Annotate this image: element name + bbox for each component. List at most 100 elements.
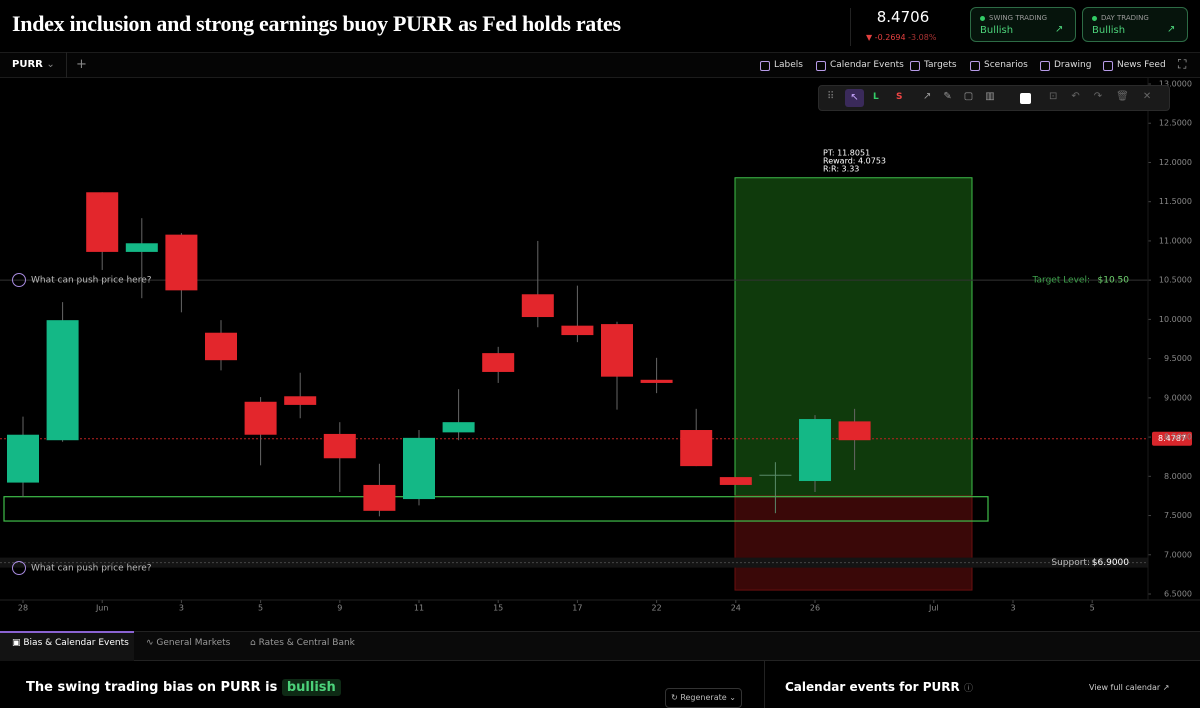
- tab[interactable]: ∿ General Markets: [146, 638, 231, 648]
- tools[interactable]: ↗✎▢▥: [923, 91, 1007, 102]
- x-tick-label: 11: [414, 604, 424, 613]
- candle-body: [86, 192, 119, 252]
- price: 8.4706: [876, 8, 930, 26]
- toolbar-button[interactable]: Calendar Events: [812, 54, 904, 76]
- calendar-link-text: View full calendar: [1089, 683, 1161, 692]
- x-tick-label: 3: [1010, 604, 1015, 613]
- annotation: PT: 11.8051: [823, 149, 870, 158]
- candle-body: [442, 422, 475, 433]
- candle-body: [838, 421, 871, 441]
- regenerate-button[interactable]: ↻ Regenerate ⌄: [665, 688, 742, 708]
- level-value: $10.50: [1098, 276, 1130, 286]
- x-tick-label: 5: [1090, 604, 1095, 613]
- dot: [980, 16, 985, 21]
- dot: [1092, 16, 1097, 21]
- level-name: Target Level:: [1032, 276, 1091, 286]
- y-tick-label: 7.5000: [1164, 511, 1192, 520]
- prompt-text: What can push price here?: [31, 275, 152, 286]
- x-tick-label: 22: [652, 604, 662, 613]
- x-tick-label: 24: [731, 604, 741, 613]
- x-tick-label: Jul: [928, 604, 939, 613]
- day-card[interactable]: DAY TRADING Bullish ↗: [1082, 7, 1188, 42]
- tab-bar: [0, 631, 1200, 661]
- divider: [850, 8, 851, 46]
- calendar-link[interactable]: View full calendar ↗: [1089, 683, 1170, 692]
- color-tool[interactable]: [1020, 93, 1031, 104]
- trend-icon: ↗: [1055, 24, 1064, 35]
- tab-text: Bias & Calendar Events: [23, 638, 129, 648]
- level-value: $6.9000: [1092, 558, 1129, 568]
- price-tag-text: 8.4787: [1158, 434, 1186, 443]
- candle-body: [482, 353, 515, 372]
- candle-body: [680, 430, 713, 467]
- toolbar-button[interactable]: News Feed: [1099, 54, 1166, 76]
- card-label: SWING TRADING: [989, 14, 1048, 22]
- long-tool[interactable]: L: [873, 92, 879, 102]
- y-tick-label: 10.5000: [1159, 276, 1192, 285]
- calendar-title-text: Calendar events for PURR: [785, 680, 960, 694]
- actions[interactable]: ⊡↶↷🗑✕: [1049, 91, 1166, 102]
- y-tick-label: 12.5000: [1159, 119, 1192, 128]
- candle-body: [46, 320, 79, 441]
- candle-body: [205, 332, 237, 361]
- prompt[interactable]: What can push price here?: [12, 561, 152, 575]
- x-tick-label: Jun: [95, 604, 109, 613]
- x-tick-label: 28: [18, 604, 28, 613]
- y-tick-label: 13.0000: [1159, 80, 1192, 89]
- y-tick-label: 8.0000: [1164, 472, 1192, 481]
- x-tick-label: 3: [179, 604, 184, 613]
- toolbar-button[interactable]: Targets: [906, 54, 957, 76]
- expand[interactable]: ⛶: [1178, 57, 1187, 71]
- candle-body: [323, 433, 356, 459]
- tab[interactable]: ⌂ Rates & Central Bank: [250, 638, 355, 648]
- price-change: ▼ -0.2694 -3.08%: [866, 33, 937, 42]
- draw-toolbar: ⠿ ↖ L S ↗✎▢▥ ⊡↶↷🗑✕: [818, 85, 1170, 111]
- y-tick-label: 10.0000: [1159, 315, 1192, 324]
- prompt[interactable]: What can push price here?: [12, 273, 152, 287]
- candle-body: [403, 437, 435, 500]
- trend-icon: ↗: [1167, 24, 1176, 35]
- candle-body: [244, 401, 277, 435]
- candle-body: [601, 324, 633, 377]
- annotation: R:R: 3.33: [823, 165, 859, 174]
- symbol-tab[interactable]: PURR ⌄: [12, 59, 55, 70]
- toolbar-button[interactable]: Drawing: [1036, 54, 1091, 76]
- price-tag: [1152, 431, 1192, 446]
- toolbar-button[interactable]: Labels: [756, 54, 803, 76]
- active-tab-bg: [0, 631, 134, 661]
- candle-body: [363, 484, 396, 511]
- card-value: Bullish: [980, 25, 1014, 36]
- regenerate-text: Regenerate: [680, 693, 727, 702]
- bias: The swing trading bias on PURR is bullis…: [26, 679, 341, 696]
- change-pct: -3.08%: [908, 33, 937, 42]
- symbol: PURR: [12, 59, 43, 70]
- y-tick-label: 9.5000: [1164, 354, 1192, 363]
- candle-body: [759, 474, 792, 476]
- divider: [764, 661, 765, 708]
- y-tick-label: 12.0000: [1159, 158, 1192, 167]
- y-tick-label: 11.0000: [1159, 236, 1192, 245]
- toolbar-button[interactable]: Scenarios: [966, 54, 1028, 76]
- page-title: Index inclusion and strong earnings buoy…: [12, 11, 621, 36]
- annotation: Reward: 4.0753: [823, 157, 886, 166]
- prompt-text: What can push price here?: [31, 563, 152, 574]
- candle-body: [719, 477, 752, 485]
- y-tick-label: 9.0000: [1164, 393, 1192, 402]
- candle-body: [165, 234, 198, 291]
- x-tick-label: 26: [810, 604, 820, 613]
- y-tick-label: 7.0000: [1164, 550, 1192, 559]
- short-tool[interactable]: S: [896, 92, 903, 102]
- swing-card[interactable]: SWING TRADING Bullish ↗: [970, 7, 1076, 42]
- change: -0.2694: [874, 33, 906, 42]
- grip: ⠿: [827, 91, 835, 102]
- x-tick-label: 15: [493, 604, 503, 613]
- cursor-tool[interactable]: ↖: [845, 89, 864, 107]
- tab[interactable]: ▣ Bias & Calendar Events: [12, 638, 129, 648]
- card-value: Bullish: [1092, 25, 1126, 36]
- x-tick-label: 17: [572, 604, 582, 613]
- add-tab[interactable]: +: [76, 57, 87, 72]
- zone: [3, 496, 989, 522]
- candle-body: [561, 325, 594, 336]
